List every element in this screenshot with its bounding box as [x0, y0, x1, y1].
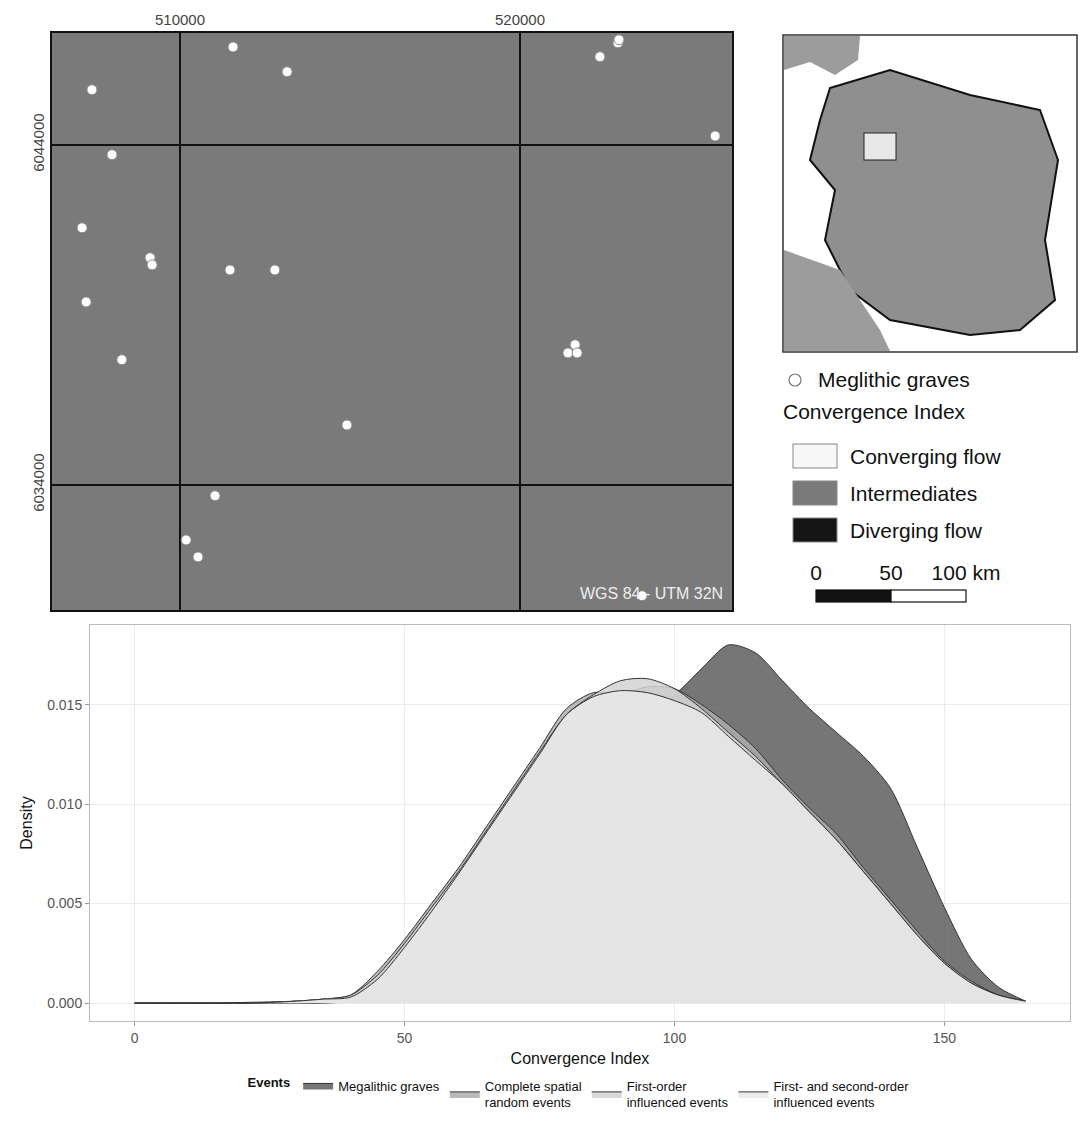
svg-text:Events: Events	[248, 1075, 291, 1090]
svg-text:0: 0	[131, 1030, 139, 1046]
svg-text:0.000: 0.000	[47, 995, 82, 1011]
svg-text:Meglithic graves: Meglithic graves	[818, 368, 970, 391]
svg-text:50: 50	[397, 1030, 413, 1046]
svg-text:0.015: 0.015	[47, 697, 82, 713]
svg-text:520000: 520000	[495, 11, 545, 28]
svg-text:Complete spatialrandom events: Complete spatialrandom events	[485, 1079, 582, 1111]
svg-text:Converging flow: Converging flow	[850, 445, 1001, 468]
svg-text:Diverging flow: Diverging flow	[850, 519, 983, 542]
svg-text:Density: Density	[18, 796, 35, 849]
svg-text:Megalithic graves: Megalithic graves	[338, 1079, 440, 1094]
svg-text:100: 100	[663, 1030, 687, 1046]
svg-text:Convergence Index: Convergence Index	[783, 400, 966, 423]
svg-text:0: 0	[810, 561, 822, 584]
svg-text:50: 50	[879, 561, 902, 584]
svg-text:6034000: 6034000	[30, 453, 47, 511]
svg-text:150: 150	[933, 1030, 957, 1046]
svg-text:Convergence Index: Convergence Index	[511, 1050, 650, 1067]
svg-text:510000: 510000	[155, 11, 205, 28]
svg-text:WGS 84 - UTM 32N: WGS 84 - UTM 32N	[580, 585, 723, 602]
svg-text:0.005: 0.005	[47, 895, 82, 911]
svg-text:First- and second-orderinfluen: First- and second-orderinfluenced events	[773, 1079, 909, 1111]
svg-text:6044000: 6044000	[30, 113, 47, 171]
svg-text:0.010: 0.010	[47, 796, 82, 812]
svg-text:Intermediates: Intermediates	[850, 482, 977, 505]
svg-text:100 km: 100 km	[932, 561, 1001, 584]
svg-text:First-orderinfluenced events: First-orderinfluenced events	[627, 1079, 729, 1111]
